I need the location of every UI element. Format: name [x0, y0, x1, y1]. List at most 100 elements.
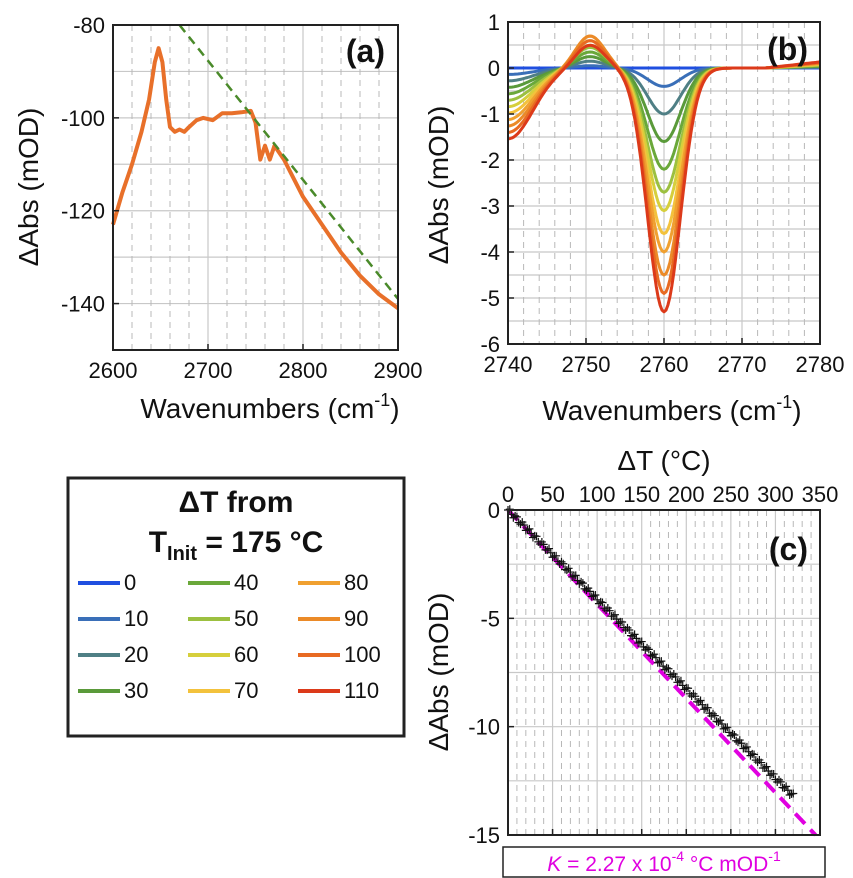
scatter-point: [552, 551, 561, 560]
panel-c-frame: [507, 509, 821, 836]
y-tick-label: -5: [480, 606, 500, 631]
fit-label-box: [502, 846, 826, 878]
scatter-point: [700, 705, 709, 714]
scatter-point: [680, 685, 689, 694]
panel-a-label: (a): [346, 33, 385, 69]
x-tick-label: 2780: [796, 352, 845, 377]
y-tick-label: 0: [488, 56, 500, 81]
scatter-point: [509, 513, 518, 522]
scatter-point: [564, 564, 573, 573]
fit-label: K = 2.27 x 10-4 °C mOD-1: [547, 848, 781, 876]
legend-frame: [66, 476, 406, 738]
scatter-point: [737, 739, 746, 748]
scatter-point: [651, 653, 660, 662]
legend-entry-label: 90: [344, 606, 368, 631]
scatter-point: [580, 584, 589, 593]
scatter-point: [532, 532, 541, 541]
scatter-point: [712, 717, 721, 726]
y-tick-label: 0: [488, 498, 500, 523]
scatter-point: [525, 524, 534, 533]
x-tick-label: 150: [623, 482, 660, 507]
legend-entries: 0 10 20 30 40 50 60 70 80 90 100 110: [78, 570, 381, 703]
scatter-point: [668, 672, 677, 681]
y-tick-label: -120: [61, 199, 105, 224]
legend: ΔT from TInit = 175 °C 0 10 20 30 40 50 60 70 80…: [66, 476, 406, 738]
panel-b-series: [507, 34, 821, 314]
scatter-point: [766, 771, 775, 780]
scatter-point: [748, 749, 757, 758]
x-tick-label: 250: [712, 482, 749, 507]
scatter-point: [653, 658, 662, 667]
y-tick-label: 1: [488, 10, 500, 35]
scatter-point: [545, 544, 554, 553]
scatter-point: [644, 645, 653, 654]
y-tick-label: -5: [480, 286, 500, 311]
legend-entry-label: 110: [344, 678, 379, 703]
scatter-point: [605, 606, 614, 615]
panel-b-ylabel: ΔAbs (mOD): [423, 106, 454, 265]
scatter-point: [730, 731, 739, 740]
x-tick-label: 0: [502, 482, 514, 507]
scatter-point: [664, 664, 673, 673]
scatter-point: [671, 672, 680, 681]
panel-a-grid: [112, 24, 399, 351]
scatter-point: [523, 526, 532, 535]
spectrum-series-line: [507, 43, 821, 314]
scatter-point: [769, 769, 778, 778]
panel-b-xlabel: Wavenumbers (cm-1): [542, 392, 801, 426]
scatter-point: [710, 711, 719, 720]
scatter-point: [714, 718, 723, 727]
scatter-point: [725, 728, 734, 737]
legend-entry-label: 60: [234, 642, 258, 667]
scatter-point: [732, 736, 741, 745]
scatter-point: [675, 678, 684, 687]
scatter-point: [586, 587, 595, 596]
scatter-point: [573, 576, 582, 585]
legend-entry-label: 80: [344, 570, 368, 595]
scatter-point: [594, 599, 603, 608]
legend-title-line1: ΔT from: [179, 486, 294, 519]
scatter-point: [539, 540, 548, 549]
x-tick-label: 2760: [640, 352, 689, 377]
scatter-point: [662, 663, 671, 672]
scatter-point: [578, 579, 587, 588]
scatter-point: [598, 598, 607, 607]
scatter-point: [782, 782, 791, 791]
x-tick-label: 100: [579, 482, 616, 507]
scatter-point: [632, 634, 641, 643]
scatter-point: [562, 566, 571, 575]
scatter-point: [691, 692, 700, 701]
legend-entry-label: 100: [344, 642, 381, 667]
x-tick-label: 2740: [484, 352, 533, 377]
scatter-point: [643, 643, 652, 652]
y-tick-label: -10: [468, 715, 500, 740]
x-tick-label: 2700: [184, 358, 233, 383]
panel-a-xlabel: Wavenumbers (cm-1): [140, 390, 399, 424]
scatter-point: [676, 676, 685, 685]
scatter-point: [637, 637, 646, 646]
scatter-point: [726, 731, 735, 740]
scatter-point: [589, 592, 598, 601]
panel-c-ticks: 0 50 100 150 200 250 300 350 0 -5 -10 -15: [468, 482, 838, 848]
y-tick-label: -140: [61, 292, 105, 317]
x-tick-label: 2750: [562, 352, 611, 377]
panel-a: 2600 2700 2800 2900 -80 -100 -120 -140 (a) ΔAbs…: [13, 13, 422, 424]
scatter-point: [548, 553, 557, 562]
panel-c-series: [504, 505, 817, 837]
scatter-point: [591, 590, 600, 599]
panel-a-ticks: 2600 2700 2800 2900 -80 -100 -120 -140: [61, 13, 423, 383]
y-tick-label: -80: [73, 13, 105, 38]
scatter-point: [783, 786, 792, 795]
panel-c: 0 50 100 150 200 250 300 350 0 -5 -10 -15 (c) ΔT (°…: [423, 445, 838, 878]
y-tick-label: -6: [480, 332, 500, 357]
baseline-dashed-line: [178, 24, 399, 300]
scatter-point: [582, 586, 591, 595]
scatter-point: [561, 565, 570, 574]
scatter-point: [559, 559, 568, 568]
y-tick-label: -2: [480, 148, 500, 173]
legend-entry-label: 0: [124, 570, 136, 595]
x-tick-label: 200: [668, 482, 705, 507]
legend-entry-label: 70: [234, 678, 258, 703]
legend-entry-label: 20: [124, 642, 148, 667]
scatter-point: [703, 703, 712, 712]
